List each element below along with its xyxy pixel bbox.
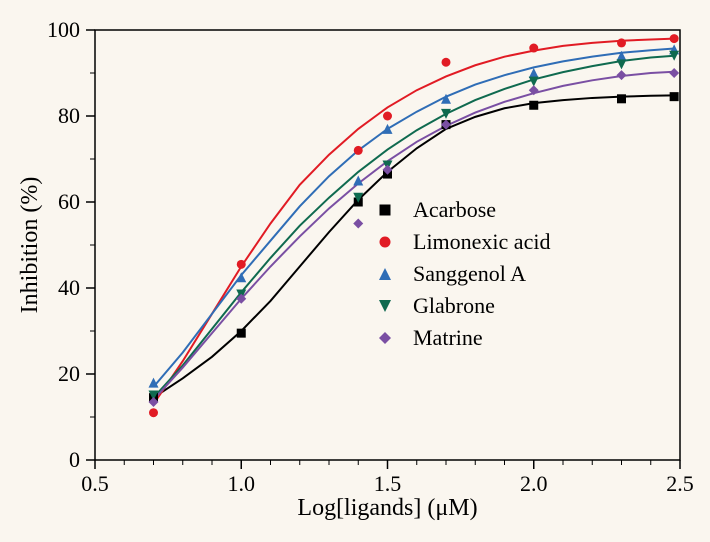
x-tick-label: 0.5 bbox=[81, 471, 109, 496]
x-axis-label: Log[ligands] (μM) bbox=[297, 495, 477, 521]
marker-square bbox=[529, 101, 538, 110]
x-tick-label: 2.0 bbox=[520, 471, 548, 496]
marker-circle bbox=[670, 34, 679, 43]
marker-circle bbox=[442, 58, 451, 67]
x-tick-label: 1.5 bbox=[374, 471, 402, 496]
legend-label: Acarbose bbox=[413, 197, 496, 222]
y-tick-label: 80 bbox=[58, 103, 80, 128]
x-tick-label: 2.5 bbox=[666, 471, 694, 496]
y-tick-label: 60 bbox=[58, 189, 80, 214]
marker-circle bbox=[383, 112, 392, 121]
chart-svg: 0.5 1.0 1.5 2.0 2.5 0 20 40 60 80 100 Log[ligands] … bbox=[0, 0, 710, 542]
chart-container: 0.5 1.0 1.5 2.0 2.5 0 20 40 60 80 100 Log[ligands] … bbox=[0, 0, 710, 542]
x-tick-label: 1.0 bbox=[228, 471, 256, 496]
marker-circle bbox=[149, 408, 158, 417]
y-tick-label: 20 bbox=[58, 361, 80, 386]
y-tick-label: 40 bbox=[58, 275, 80, 300]
marker-circle bbox=[617, 38, 626, 47]
legend-label: Limonexic acid bbox=[413, 229, 550, 254]
marker-square bbox=[617, 94, 626, 103]
y-tick-label: 100 bbox=[47, 17, 80, 42]
y-axis-label: Inhibition (%) bbox=[17, 177, 43, 314]
marker-square bbox=[670, 92, 679, 101]
y-tick-label: 0 bbox=[69, 447, 80, 472]
legend-label: Matrine bbox=[413, 325, 483, 350]
marker-circle bbox=[237, 260, 246, 269]
marker-circle bbox=[529, 44, 538, 53]
legend-label: Glabrone bbox=[413, 293, 495, 318]
marker-circle bbox=[380, 237, 391, 248]
legend-label: Sanggenol A bbox=[413, 261, 526, 286]
marker-circle bbox=[354, 146, 363, 155]
marker-square bbox=[380, 205, 391, 216]
marker-square bbox=[237, 329, 246, 338]
